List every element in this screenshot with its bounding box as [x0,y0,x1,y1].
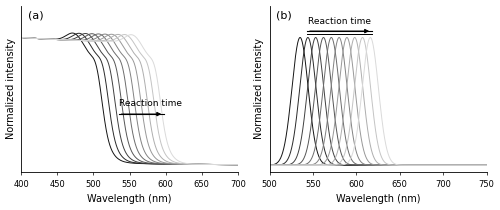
X-axis label: Wavelength (nm): Wavelength (nm) [336,194,420,205]
Text: (b): (b) [276,10,292,21]
X-axis label: Wavelength (nm): Wavelength (nm) [88,194,172,205]
Y-axis label: Normalized intensity: Normalized intensity [254,38,264,139]
Text: (a): (a) [28,10,43,21]
Text: Reaction time: Reaction time [118,99,182,108]
Y-axis label: Normalized intensity: Normalized intensity [6,38,16,139]
Text: Reaction time: Reaction time [308,17,371,26]
